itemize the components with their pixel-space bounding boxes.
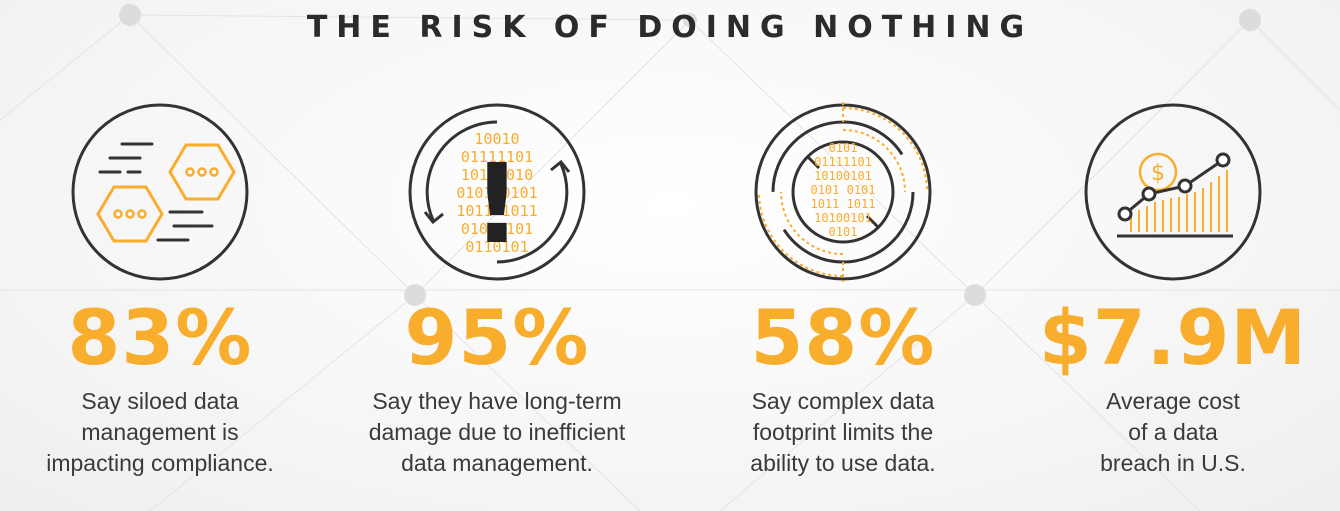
stat-description-line: management is xyxy=(81,419,239,445)
stat-column-compliance: 83% Say siloed data management is impact… xyxy=(10,90,310,511)
stat-column-damage: 10010 01111101 10101010 0101 0101 1011 1… xyxy=(347,90,647,511)
stat-value: 83% xyxy=(67,293,253,382)
binary-row: 01010101 xyxy=(461,220,533,238)
stat-description-line: data management. xyxy=(401,450,593,476)
stat-value: $7.9M xyxy=(1038,293,1308,382)
stat-description-line: Say siloed data xyxy=(81,388,239,414)
stat-column-cost: $ $7.9M Average cost of a data xyxy=(1023,90,1323,511)
stat-description-line: Say complex data xyxy=(751,388,935,414)
binary-row: 01111101 xyxy=(814,155,872,169)
binary-warning-icon: 10010 01111101 10101010 0101 0101 1011 1… xyxy=(408,103,586,281)
page-title: THE RISK OF DOING NOTHING xyxy=(306,10,1034,45)
stat-description: Say complex data footprint limits the ab… xyxy=(693,386,993,479)
stat-description-line: impacting compliance. xyxy=(46,450,274,476)
binary-row: 10100101 xyxy=(814,169,872,183)
stat-description: Say siloed data management is impacting … xyxy=(10,386,310,479)
stat-value: 58% xyxy=(750,293,936,382)
stat-description-line: Average cost xyxy=(1106,388,1240,414)
stat-value: 95% xyxy=(404,293,590,382)
hexagon-chat-icon xyxy=(71,103,249,281)
binary-row: 0101 0101 xyxy=(810,183,875,197)
binary-row: 10100101 xyxy=(814,211,872,225)
cost-chart-icon: $ xyxy=(1084,103,1262,281)
binary-target-icon: 0101 01111101 10100101 0101 0101 1011 10… xyxy=(754,102,932,282)
binary-row: 1011 1011 xyxy=(810,197,875,211)
binary-row: 10010 xyxy=(474,130,519,148)
stat-description-line: ability to use data. xyxy=(750,450,936,476)
stat-description: Say they have long-term damage due to in… xyxy=(347,386,647,479)
stat-description-line: damage due to inefficient xyxy=(368,419,626,445)
binary-row: 0101 xyxy=(829,225,858,239)
binary-row: 0101 xyxy=(829,141,858,155)
exclamation-icon: ! xyxy=(472,140,522,268)
stat-description-line: footprint limits the xyxy=(752,419,934,445)
stat-description: Average cost of a data breach in U.S. xyxy=(1023,386,1323,479)
binary-row: 1011 1011 xyxy=(456,202,537,220)
stat-column-footprint: 0101 01111101 10100101 0101 0101 1011 10… xyxy=(693,90,993,511)
stat-description-line: breach in U.S. xyxy=(1100,450,1246,476)
binary-row: 0110101 xyxy=(465,238,528,256)
binary-row: 10101010 xyxy=(461,166,533,184)
binary-row: 0101 0101 xyxy=(456,184,537,202)
stat-description-line: of a data xyxy=(1128,419,1218,445)
dollar-sign-icon: $ xyxy=(1151,161,1165,186)
stat-description-line: Say they have long-term xyxy=(372,388,622,414)
binary-row: 01111101 xyxy=(461,148,533,166)
